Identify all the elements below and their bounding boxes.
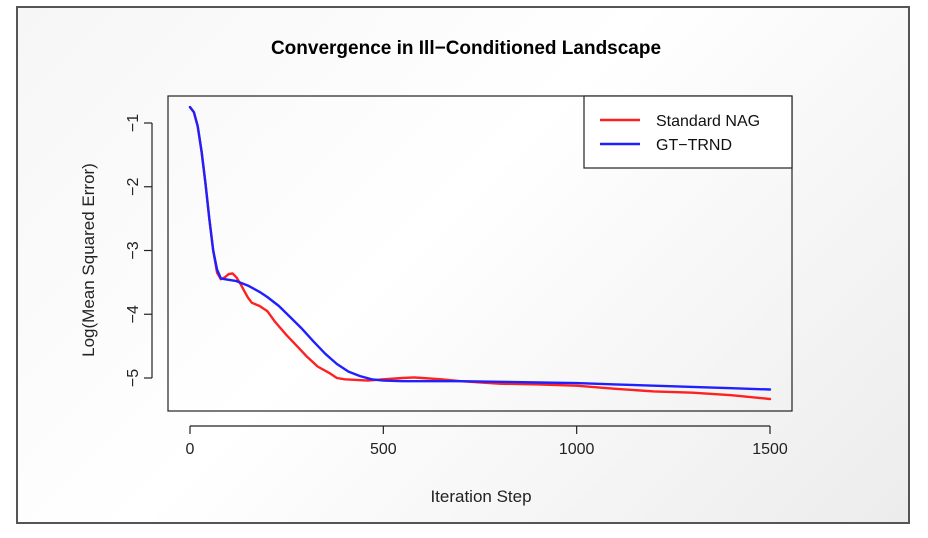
x-tick-label: 1000 [559,441,595,458]
chart-frame: Convergence in Ill−Conditioned Landscape… [16,6,910,524]
legend-label: Standard NAG [656,113,760,130]
legend-label: GT−TRND [656,137,732,154]
line-chart: Convergence in Ill−Conditioned Landscape… [79,38,793,506]
x-tick-label: 500 [370,441,397,458]
series-line-gt-trnd [188,105,772,391]
x-tick-label: 0 [186,441,195,458]
y-tick-label: −1 [125,114,142,132]
series-line-standard-nag [188,105,772,401]
x-axis-label: Iteration Step [430,487,531,506]
x-tick-label: 1500 [752,441,788,458]
series-layer [188,105,772,401]
chart-title: Convergence in Ill−Conditioned Landscape [271,38,661,59]
legend-box [583,95,793,169]
y-tick-label: −2 [125,178,142,196]
y-tick-label: −5 [125,369,142,387]
plot-area-border [167,95,793,412]
y-tick-label: −4 [125,305,142,323]
y-axis: −1 −2 −3 −4 −5 [125,114,153,387]
y-axis-label: Log(Mean Squared Error) [79,163,98,357]
x-axis: 0 500 1000 1500 [186,425,788,458]
legend: Standard NAG GT−TRND [583,95,793,169]
y-tick-label: −3 [125,241,142,259]
